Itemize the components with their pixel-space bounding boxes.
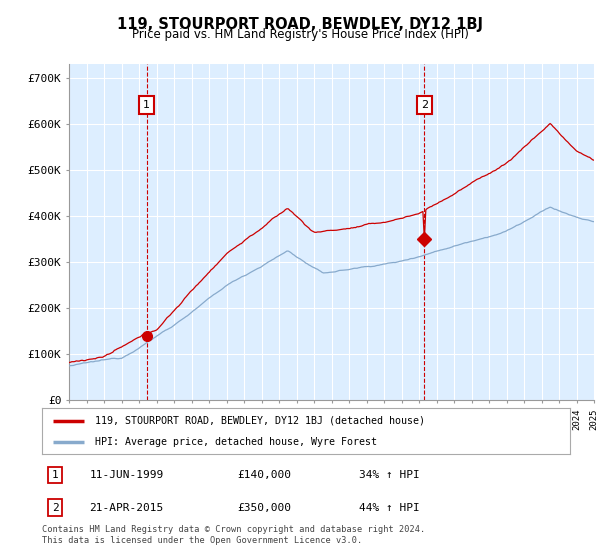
Text: 34% ↑ HPI: 34% ↑ HPI (359, 470, 419, 480)
Text: 44% ↑ HPI: 44% ↑ HPI (359, 503, 419, 513)
Text: Contains HM Land Registry data © Crown copyright and database right 2024.
This d: Contains HM Land Registry data © Crown c… (42, 525, 425, 545)
Text: 1: 1 (52, 470, 59, 480)
Text: 2: 2 (421, 100, 428, 110)
Text: 2: 2 (52, 503, 59, 513)
Text: £350,000: £350,000 (238, 503, 292, 513)
Text: 119, STOURPORT ROAD, BEWDLEY, DY12 1BJ (detached house): 119, STOURPORT ROAD, BEWDLEY, DY12 1BJ (… (95, 416, 425, 426)
Text: 119, STOURPORT ROAD, BEWDLEY, DY12 1BJ: 119, STOURPORT ROAD, BEWDLEY, DY12 1BJ (117, 17, 483, 32)
Text: 1: 1 (143, 100, 150, 110)
Text: HPI: Average price, detached house, Wyre Forest: HPI: Average price, detached house, Wyre… (95, 437, 377, 447)
Text: Price paid vs. HM Land Registry's House Price Index (HPI): Price paid vs. HM Land Registry's House … (131, 28, 469, 41)
Text: 11-JUN-1999: 11-JUN-1999 (89, 470, 164, 480)
Text: £140,000: £140,000 (238, 470, 292, 480)
Text: 21-APR-2015: 21-APR-2015 (89, 503, 164, 513)
